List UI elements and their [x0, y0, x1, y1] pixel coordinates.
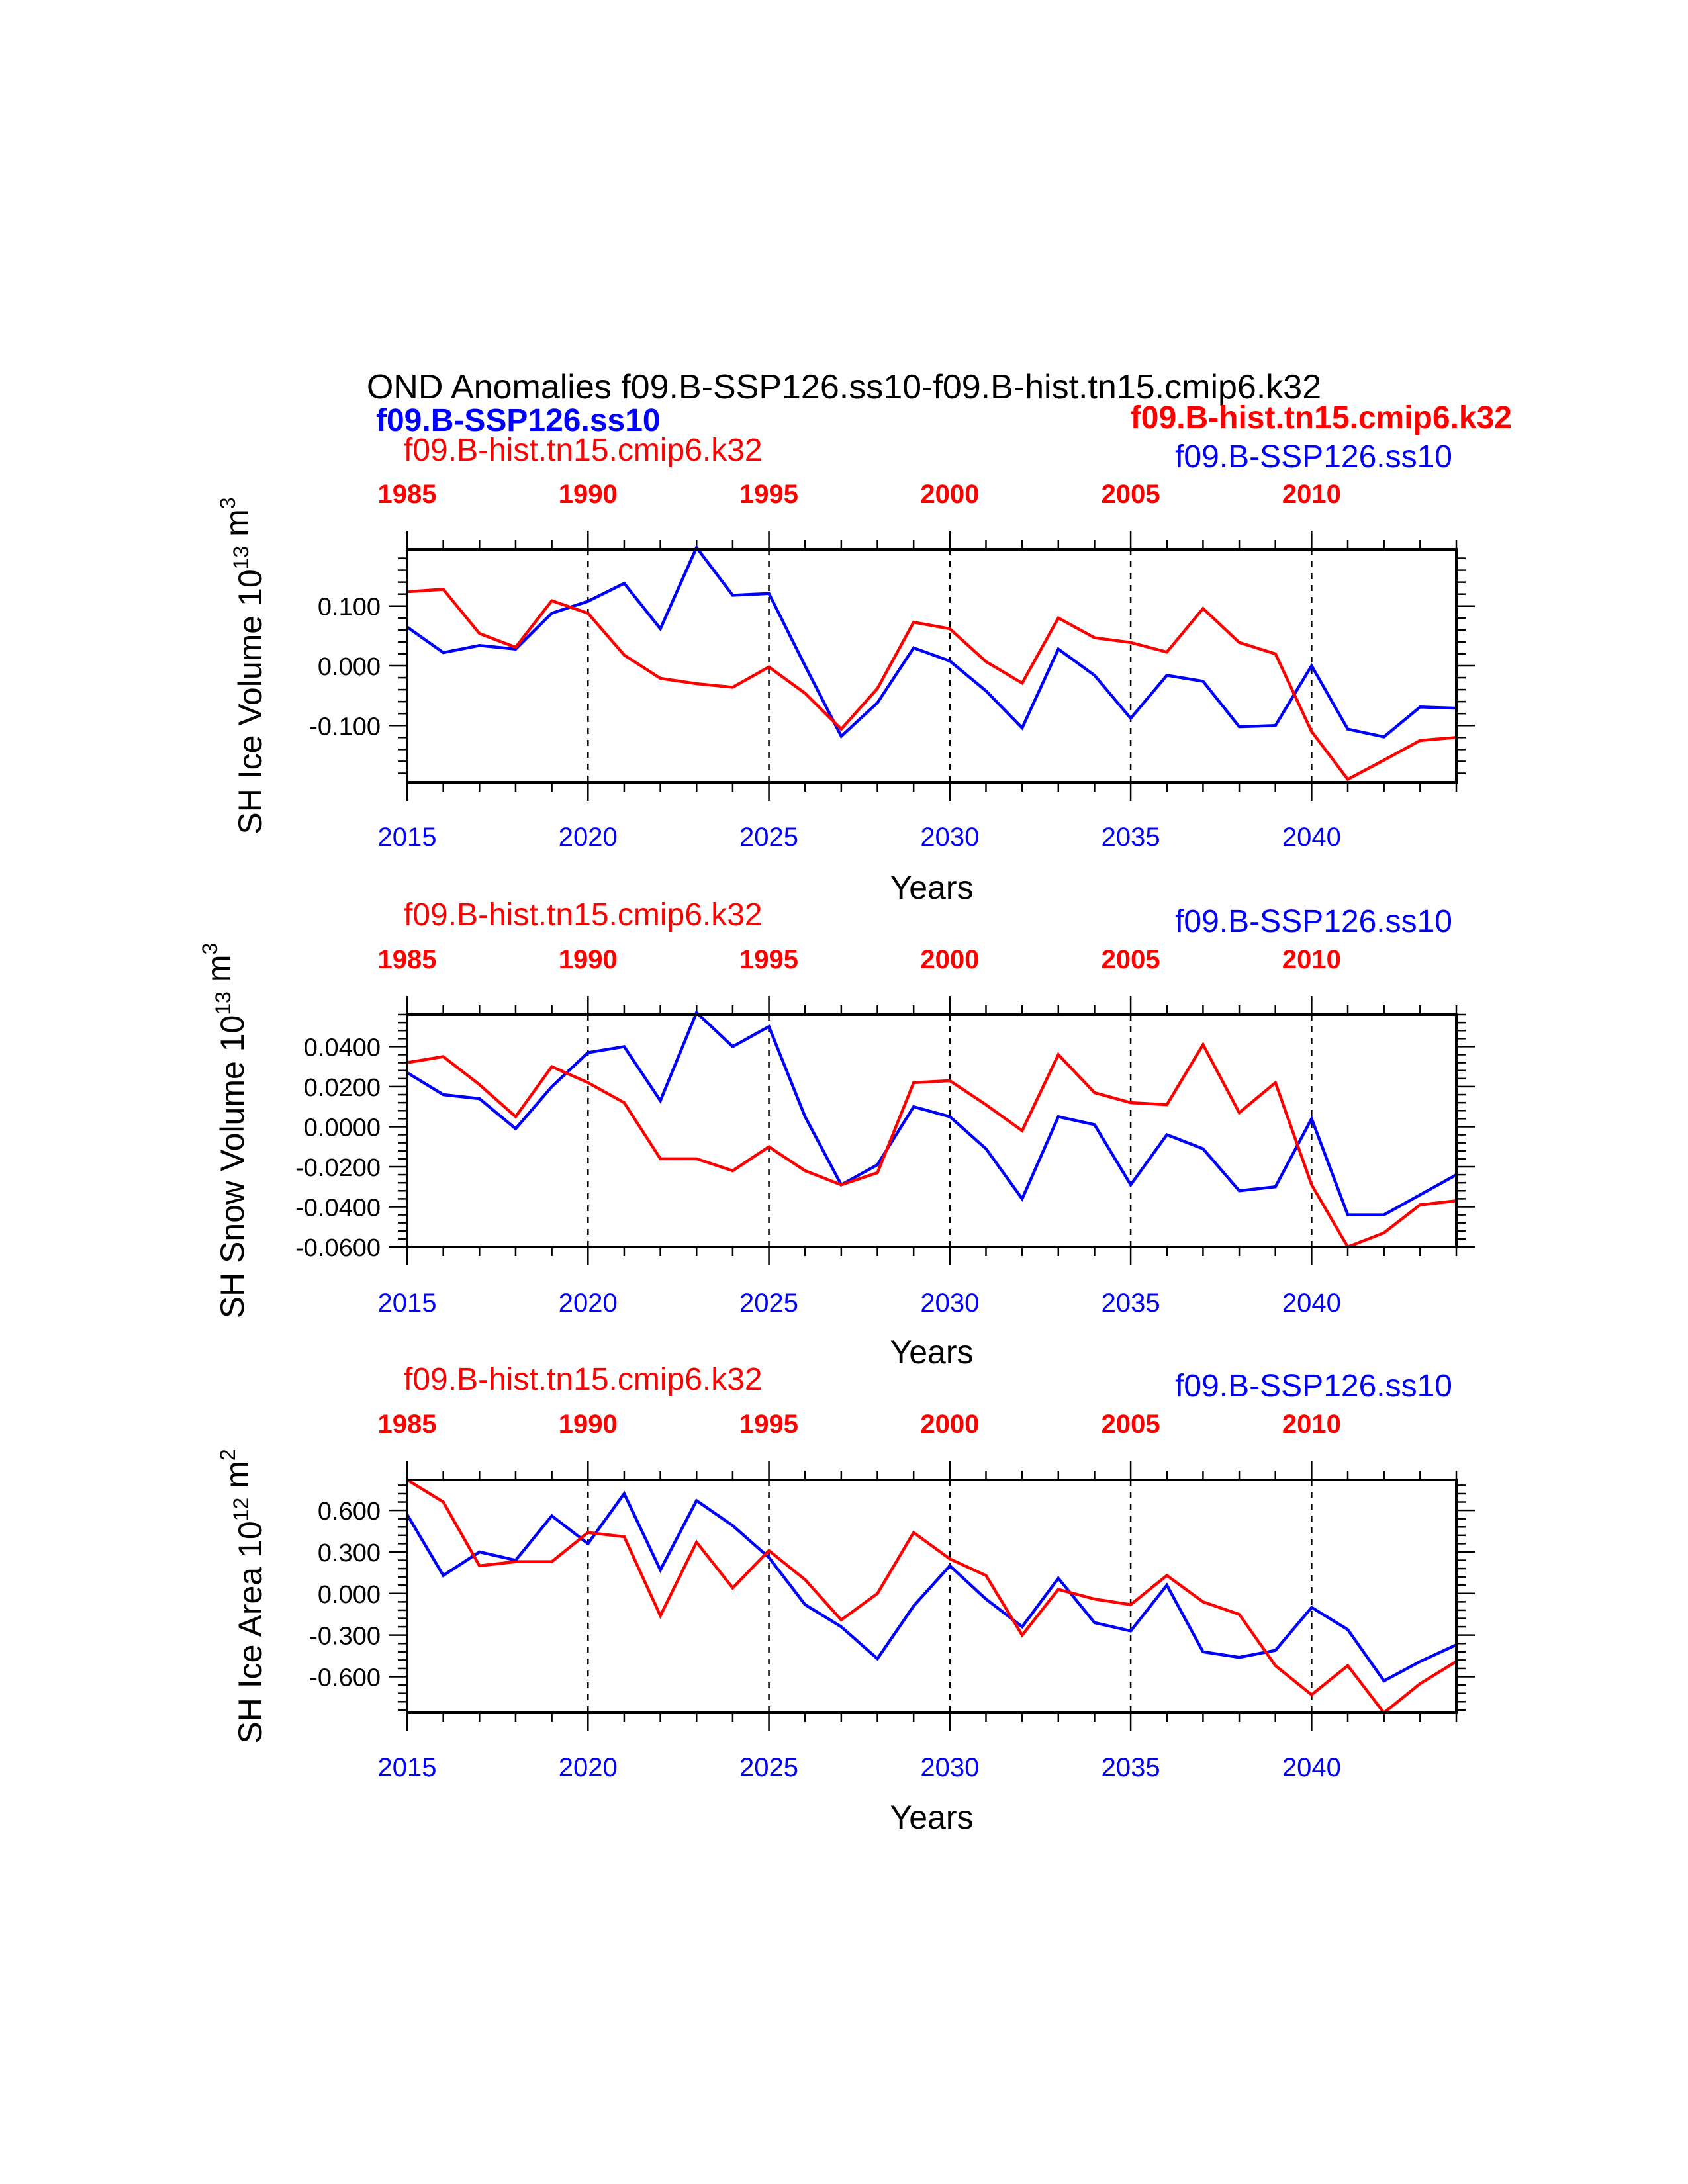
chart-panel-2: -0.0600 -0.0400 -0.0200 0.0000 0.0200 0.0400 2… — [198, 897, 1475, 1371]
y-tick-label: 0.300 — [318, 1539, 381, 1567]
x-tick-label-bottom: 2025 — [739, 823, 798, 852]
x-tick-label-bottom: 2035 — [1102, 1753, 1160, 1782]
x-axis-label: Years — [890, 1334, 973, 1371]
x-axis-label: Years — [890, 869, 973, 906]
ssp-series-line — [406, 544, 1457, 739]
hist-run-label: f09.B-hist.tn15.cmip6.k32 — [404, 433, 763, 468]
x-tick-label-top: 1995 — [739, 480, 798, 509]
hist-run-label: f09.B-hist.tn15.cmip6.k32 — [404, 1362, 763, 1397]
y-axis-label: SH Snow Volume 1013 m3 — [198, 943, 251, 1319]
hist-series-line — [406, 1479, 1458, 1715]
panels: -0.100 0.000 0.100 2015 2020 2025 2030 2035 2040… — [198, 433, 1475, 1836]
y-tick-label: -0.300 — [309, 1623, 381, 1651]
x-tick-label-top: 1990 — [559, 480, 618, 509]
x-tick-label-bottom: 2035 — [1102, 1289, 1160, 1318]
ssp-series-line — [406, 1010, 1458, 1216]
x-tick-label-top: 2010 — [1282, 1410, 1341, 1439]
y-tick-label: -0.0200 — [295, 1154, 381, 1182]
x-tick-label-bottom: 2025 — [739, 1289, 798, 1318]
x-tick-label-bottom: 2015 — [378, 1753, 437, 1782]
x-tick-label-top: 2000 — [920, 945, 979, 974]
x-tick-label-bottom: 2040 — [1282, 1289, 1341, 1318]
x-tick-label-bottom: 2030 — [920, 823, 979, 852]
x-tick-label-top: 1985 — [378, 480, 437, 509]
y-tick-label: 0.0000 — [304, 1114, 381, 1142]
x-tick-label-bottom: 2040 — [1282, 823, 1341, 852]
ssp-run-label: f09.B-SSP126.ss10 — [1175, 904, 1452, 939]
x-tick-label-bottom: 2020 — [559, 1753, 618, 1782]
ssp-series-line — [406, 1490, 1457, 1683]
chart-panel-3: -0.600 -0.300 0.000 0.300 0.600 2015 2020 2025 2… — [216, 1362, 1475, 1836]
x-tick-label-top: 2005 — [1102, 945, 1160, 974]
y-axis-label: SH Ice Area 1012 m2 — [216, 1449, 269, 1743]
y-tick-label: 0.0400 — [304, 1034, 381, 1062]
x-tick-label-top: 2010 — [1282, 480, 1341, 509]
header-label-ssp: f09.B-SSP126.ss10 — [376, 403, 661, 438]
x-tick-label-bottom: 2015 — [378, 823, 437, 852]
plot-frame — [406, 1013, 1458, 1248]
x-tick-label-bottom: 2020 — [559, 823, 618, 852]
plot-frame — [406, 1479, 1458, 1714]
hist-series-line — [406, 1041, 1457, 1249]
y-tick-label: 0.600 — [318, 1498, 381, 1525]
chart-panel-1: -0.100 0.000 0.100 2015 2020 2025 2030 2035 2040… — [216, 433, 1475, 906]
hist-series-line — [406, 588, 1457, 782]
ssp-run-label: f09.B-SSP126.ss10 — [1175, 1369, 1452, 1404]
x-tick-label-bottom: 2020 — [559, 1289, 618, 1318]
x-tick-label-bottom: 2035 — [1102, 823, 1160, 852]
header-label-hist: f09.B-hist.tn15.cmip6.k32 — [1131, 400, 1512, 435]
hist-run-label: f09.B-hist.tn15.cmip6.k32 — [404, 897, 763, 933]
y-tick-label: -0.100 — [309, 713, 381, 741]
y-axis-label: SH Ice Volume 1013 m3 — [216, 497, 269, 834]
figure-title: OND Anomalies f09.B-SSP126.ss10-f09.B-hi… — [367, 368, 1321, 406]
x-tick-label-top: 1985 — [378, 945, 437, 974]
y-tick-label: 0.0200 — [304, 1074, 381, 1102]
x-tick-label-bottom: 2030 — [920, 1289, 979, 1318]
x-tick-label-top: 2000 — [920, 1410, 979, 1439]
y-tick-label: 0.000 — [318, 653, 381, 681]
x-tick-label-top: 2005 — [1102, 480, 1160, 509]
x-tick-label-bottom: 2040 — [1282, 1753, 1341, 1782]
x-tick-label-top: 1990 — [559, 1410, 618, 1439]
y-tick-label: 0.000 — [318, 1581, 381, 1609]
x-tick-label-top: 2000 — [920, 480, 979, 509]
y-tick-label: -0.600 — [309, 1664, 381, 1692]
y-tick-label: -0.0600 — [295, 1234, 381, 1262]
x-tick-label-top: 1985 — [378, 1410, 437, 1439]
x-tick-label-bottom: 2015 — [378, 1289, 437, 1318]
y-tick-label: 0.100 — [318, 594, 381, 621]
y-tick-label: -0.0400 — [295, 1194, 381, 1222]
plot-frame — [406, 548, 1458, 784]
x-axis-label: Years — [890, 1799, 973, 1836]
x-tick-label-top: 2005 — [1102, 1410, 1160, 1439]
x-tick-label-top: 1990 — [559, 945, 618, 974]
ssp-run-label: f09.B-SSP126.ss10 — [1175, 439, 1452, 475]
x-tick-label-bottom: 2025 — [739, 1753, 798, 1782]
x-tick-label-top: 2010 — [1282, 945, 1341, 974]
x-tick-label-top: 1995 — [739, 945, 798, 974]
x-tick-label-top: 1995 — [739, 1410, 798, 1439]
x-tick-label-bottom: 2030 — [920, 1753, 979, 1782]
